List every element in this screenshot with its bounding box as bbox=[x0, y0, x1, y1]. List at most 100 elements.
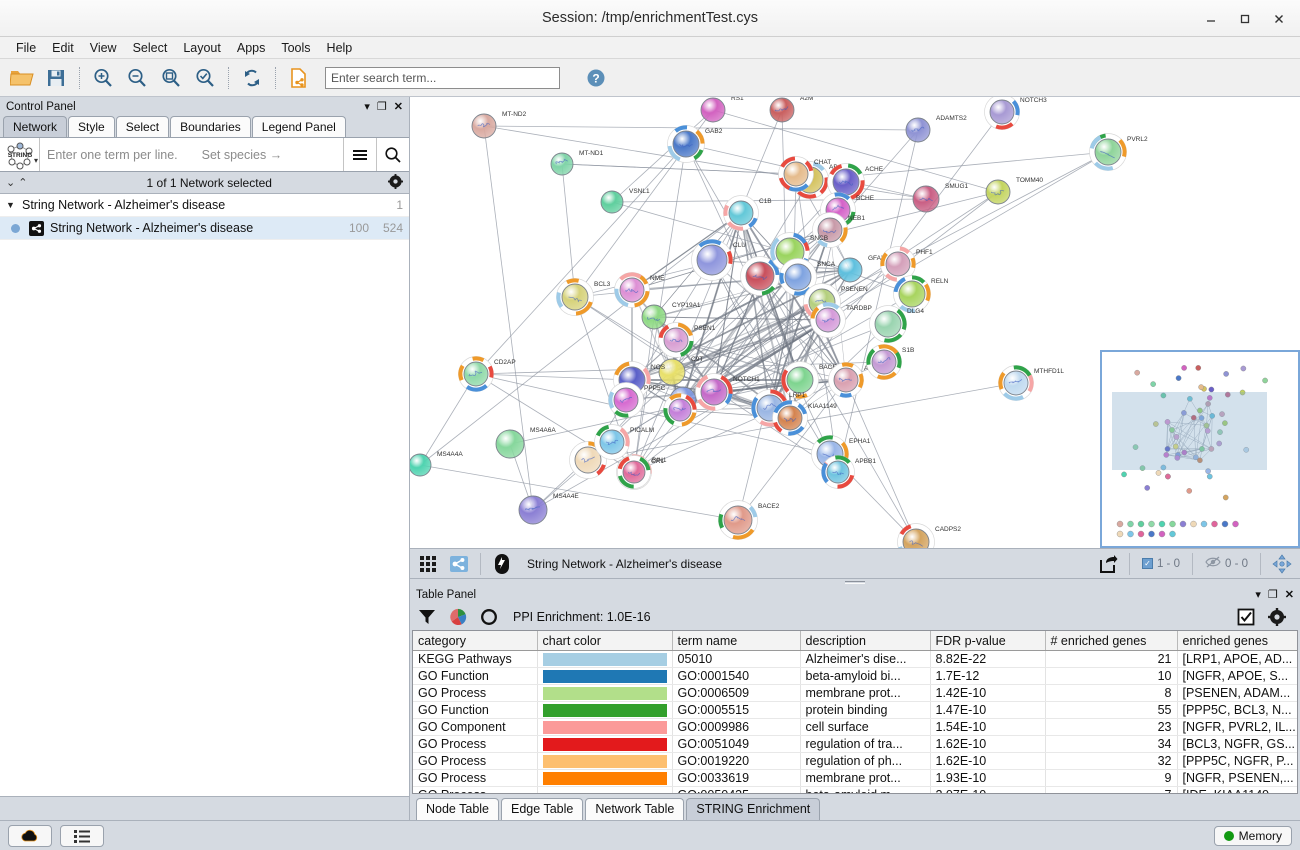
network-node[interactable]: MT-ND2 bbox=[471, 111, 527, 139]
gear-icon[interactable] bbox=[1266, 606, 1288, 628]
tab-edge-table[interactable]: Edge Table bbox=[501, 798, 584, 820]
menu-help[interactable]: Help bbox=[326, 40, 353, 55]
table-row[interactable]: GO Process GO:0033619 membrane prot... 1.93… bbox=[413, 769, 1297, 788]
node-circle[interactable] bbox=[613, 387, 639, 413]
node-circle[interactable] bbox=[786, 366, 814, 394]
table-panel-float-icon[interactable]: ❐ bbox=[1267, 589, 1278, 602]
network-canvas[interactable]: MT-ND2 MT-ND1 VSNL1 CD2AP MS4A4A MS4A6A MS4A4E… bbox=[410, 97, 1300, 549]
network-node[interactable]: SNCA bbox=[779, 258, 836, 296]
table-row[interactable]: GO Process GO:0051049 regulation of tra...… bbox=[413, 735, 1297, 754]
gear-icon[interactable] bbox=[388, 173, 403, 192]
table-row[interactable]: GO Function GO:0001540 beta-amyloid bi... 1… bbox=[413, 667, 1297, 686]
table-row[interactable]: GO Process GO:0019220 regulation of ph... 1… bbox=[413, 752, 1297, 771]
string-share-icon[interactable] bbox=[445, 552, 473, 576]
network-node[interactable]: CR1 bbox=[617, 455, 665, 489]
node-circle[interactable] bbox=[700, 97, 726, 123]
network-node[interactable]: TARDBP bbox=[810, 302, 872, 338]
network-node[interactable]: MT-ND1 bbox=[550, 150, 604, 176]
memory-indicator[interactable]: Memory bbox=[1213, 825, 1292, 846]
network-node[interactable]: CADPS2 bbox=[897, 523, 962, 550]
node-circle[interactable] bbox=[817, 217, 843, 243]
node-circle[interactable] bbox=[912, 185, 940, 213]
selected-nodes-chip[interactable]: ✓ 1 - 0 bbox=[1137, 558, 1185, 570]
node-circle[interactable] bbox=[885, 251, 911, 277]
string-logo-icon[interactable]: STRING ▾ bbox=[0, 138, 40, 171]
table-row[interactable]: GO Component GO:0009986 cell surface 1.54E-… bbox=[413, 718, 1297, 737]
network-node[interactable]: CLU bbox=[691, 239, 747, 281]
node-circle[interactable] bbox=[495, 429, 525, 459]
network-node[interactable]: SMUG1 bbox=[912, 183, 969, 213]
control-panel-float-icon[interactable]: ❐ bbox=[376, 101, 387, 113]
menu-edit[interactable]: Edit bbox=[52, 40, 74, 55]
zoom-in-icon[interactable] bbox=[87, 62, 119, 94]
network-node[interactable]: PICALM bbox=[594, 424, 655, 460]
network-node[interactable]: CD2AP bbox=[458, 356, 516, 392]
expand-all-icon[interactable]: ⌃ bbox=[18, 177, 28, 189]
node-circle[interactable] bbox=[898, 280, 926, 308]
control-panel-dropdown-icon[interactable]: ▾ bbox=[364, 101, 370, 113]
network-nodes[interactable]: MT-ND2 MT-ND1 VSNL1 CD2AP MS4A4A MS4A6A MS4A4E… bbox=[410, 97, 1148, 549]
tab-string-enrichment[interactable]: STRING Enrichment bbox=[686, 798, 821, 820]
network-node[interactable]: PPP5C bbox=[608, 382, 666, 418]
table-row[interactable]: GO Function GO:0005515 protein binding 1.47… bbox=[413, 701, 1297, 720]
col-description[interactable]: description bbox=[800, 630, 931, 652]
export-image-icon[interactable] bbox=[1094, 552, 1122, 576]
network-view[interactable]: MT-ND2 MT-ND1 VSNL1 CD2AP MS4A4A MS4A6A MS4A4E… bbox=[410, 97, 1300, 549]
col-fdr-pvalue[interactable]: FDR p-value bbox=[930, 630, 1046, 652]
menu-select[interactable]: Select bbox=[132, 40, 168, 55]
node-circle[interactable] bbox=[902, 528, 930, 549]
network-node[interactable]: KIAA1149 bbox=[772, 400, 838, 436]
table-row[interactable]: KEGG Pathways 05010 Alzheimer's dise... 8.8… bbox=[413, 650, 1297, 669]
col-enriched-count[interactable]: # enriched genes bbox=[1045, 630, 1178, 652]
network-node[interactable]: NME bbox=[614, 272, 666, 308]
network-node[interactable]: DLG4 bbox=[869, 305, 925, 343]
node-circle[interactable] bbox=[777, 405, 803, 431]
node-circle[interactable] bbox=[622, 460, 646, 484]
network-node[interactable]: GFAP bbox=[837, 255, 885, 283]
zoom-fit-icon[interactable] bbox=[155, 62, 187, 94]
node-circle[interactable] bbox=[641, 304, 667, 330]
hidden-nodes-chip[interactable]: 0 - 0 bbox=[1200, 556, 1253, 571]
network-node[interactable]: VSNL1 bbox=[600, 188, 650, 214]
network-node[interactable]: PLP2 bbox=[663, 393, 714, 427]
network-node[interactable]: PHF1 bbox=[880, 246, 934, 282]
network-node[interactable]: GAB2 bbox=[667, 125, 723, 163]
table-row[interactable]: GO Process GO:0006509 membrane prot... 1.42… bbox=[413, 684, 1297, 703]
node-circle[interactable] bbox=[826, 460, 850, 484]
node-circle[interactable] bbox=[837, 257, 863, 283]
birds-eye-viewport-rect[interactable] bbox=[1112, 392, 1267, 470]
tab-select[interactable]: Select bbox=[115, 116, 170, 137]
node-circle[interactable] bbox=[658, 358, 686, 386]
menu-layout[interactable]: Layout bbox=[183, 40, 221, 55]
donut-chart-icon[interactable] bbox=[478, 606, 500, 628]
network-node[interactable]: BCL3 bbox=[556, 278, 611, 316]
network-node[interactable]: APBB1 bbox=[821, 455, 877, 489]
tab-network-table[interactable]: Network Table bbox=[585, 798, 685, 820]
minimize-button[interactable] bbox=[1196, 5, 1226, 33]
network-node[interactable]: MTHFD1L bbox=[998, 365, 1065, 401]
network-node[interactable]: PSEN1 bbox=[658, 322, 716, 358]
hamburger-icon[interactable] bbox=[343, 138, 376, 171]
collapse-all-icon[interactable]: ⌄ bbox=[6, 177, 16, 189]
node-circle[interactable] bbox=[600, 190, 624, 214]
col-term-name[interactable]: term name bbox=[672, 630, 801, 652]
node-circle[interactable] bbox=[574, 446, 602, 474]
node-circle[interactable] bbox=[783, 161, 809, 187]
network-node[interactable]: RELN bbox=[893, 275, 949, 313]
export-network-icon[interactable] bbox=[283, 62, 315, 94]
node-circle[interactable] bbox=[696, 244, 728, 276]
control-panel-close-icon[interactable]: ✕ bbox=[393, 101, 403, 113]
node-circle[interactable] bbox=[672, 130, 700, 158]
network-node[interactable]: BACE1 bbox=[781, 361, 841, 399]
network-node[interactable]: A2M bbox=[769, 97, 813, 123]
set-species-link[interactable]: Set species → bbox=[201, 147, 283, 162]
tab-node-table[interactable]: Node Table bbox=[416, 798, 500, 820]
zoom-out-icon[interactable] bbox=[121, 62, 153, 94]
panel-divider[interactable] bbox=[410, 579, 1300, 586]
fit-content-icon[interactable] bbox=[1268, 552, 1296, 576]
network-node[interactable]: NOTCH3 bbox=[984, 97, 1048, 130]
refresh-icon[interactable] bbox=[236, 62, 268, 94]
network-node[interactable]: CYP19A1 bbox=[641, 302, 701, 330]
node-circle[interactable] bbox=[700, 378, 728, 406]
network-node[interactable]: ADAM10 bbox=[828, 362, 891, 398]
